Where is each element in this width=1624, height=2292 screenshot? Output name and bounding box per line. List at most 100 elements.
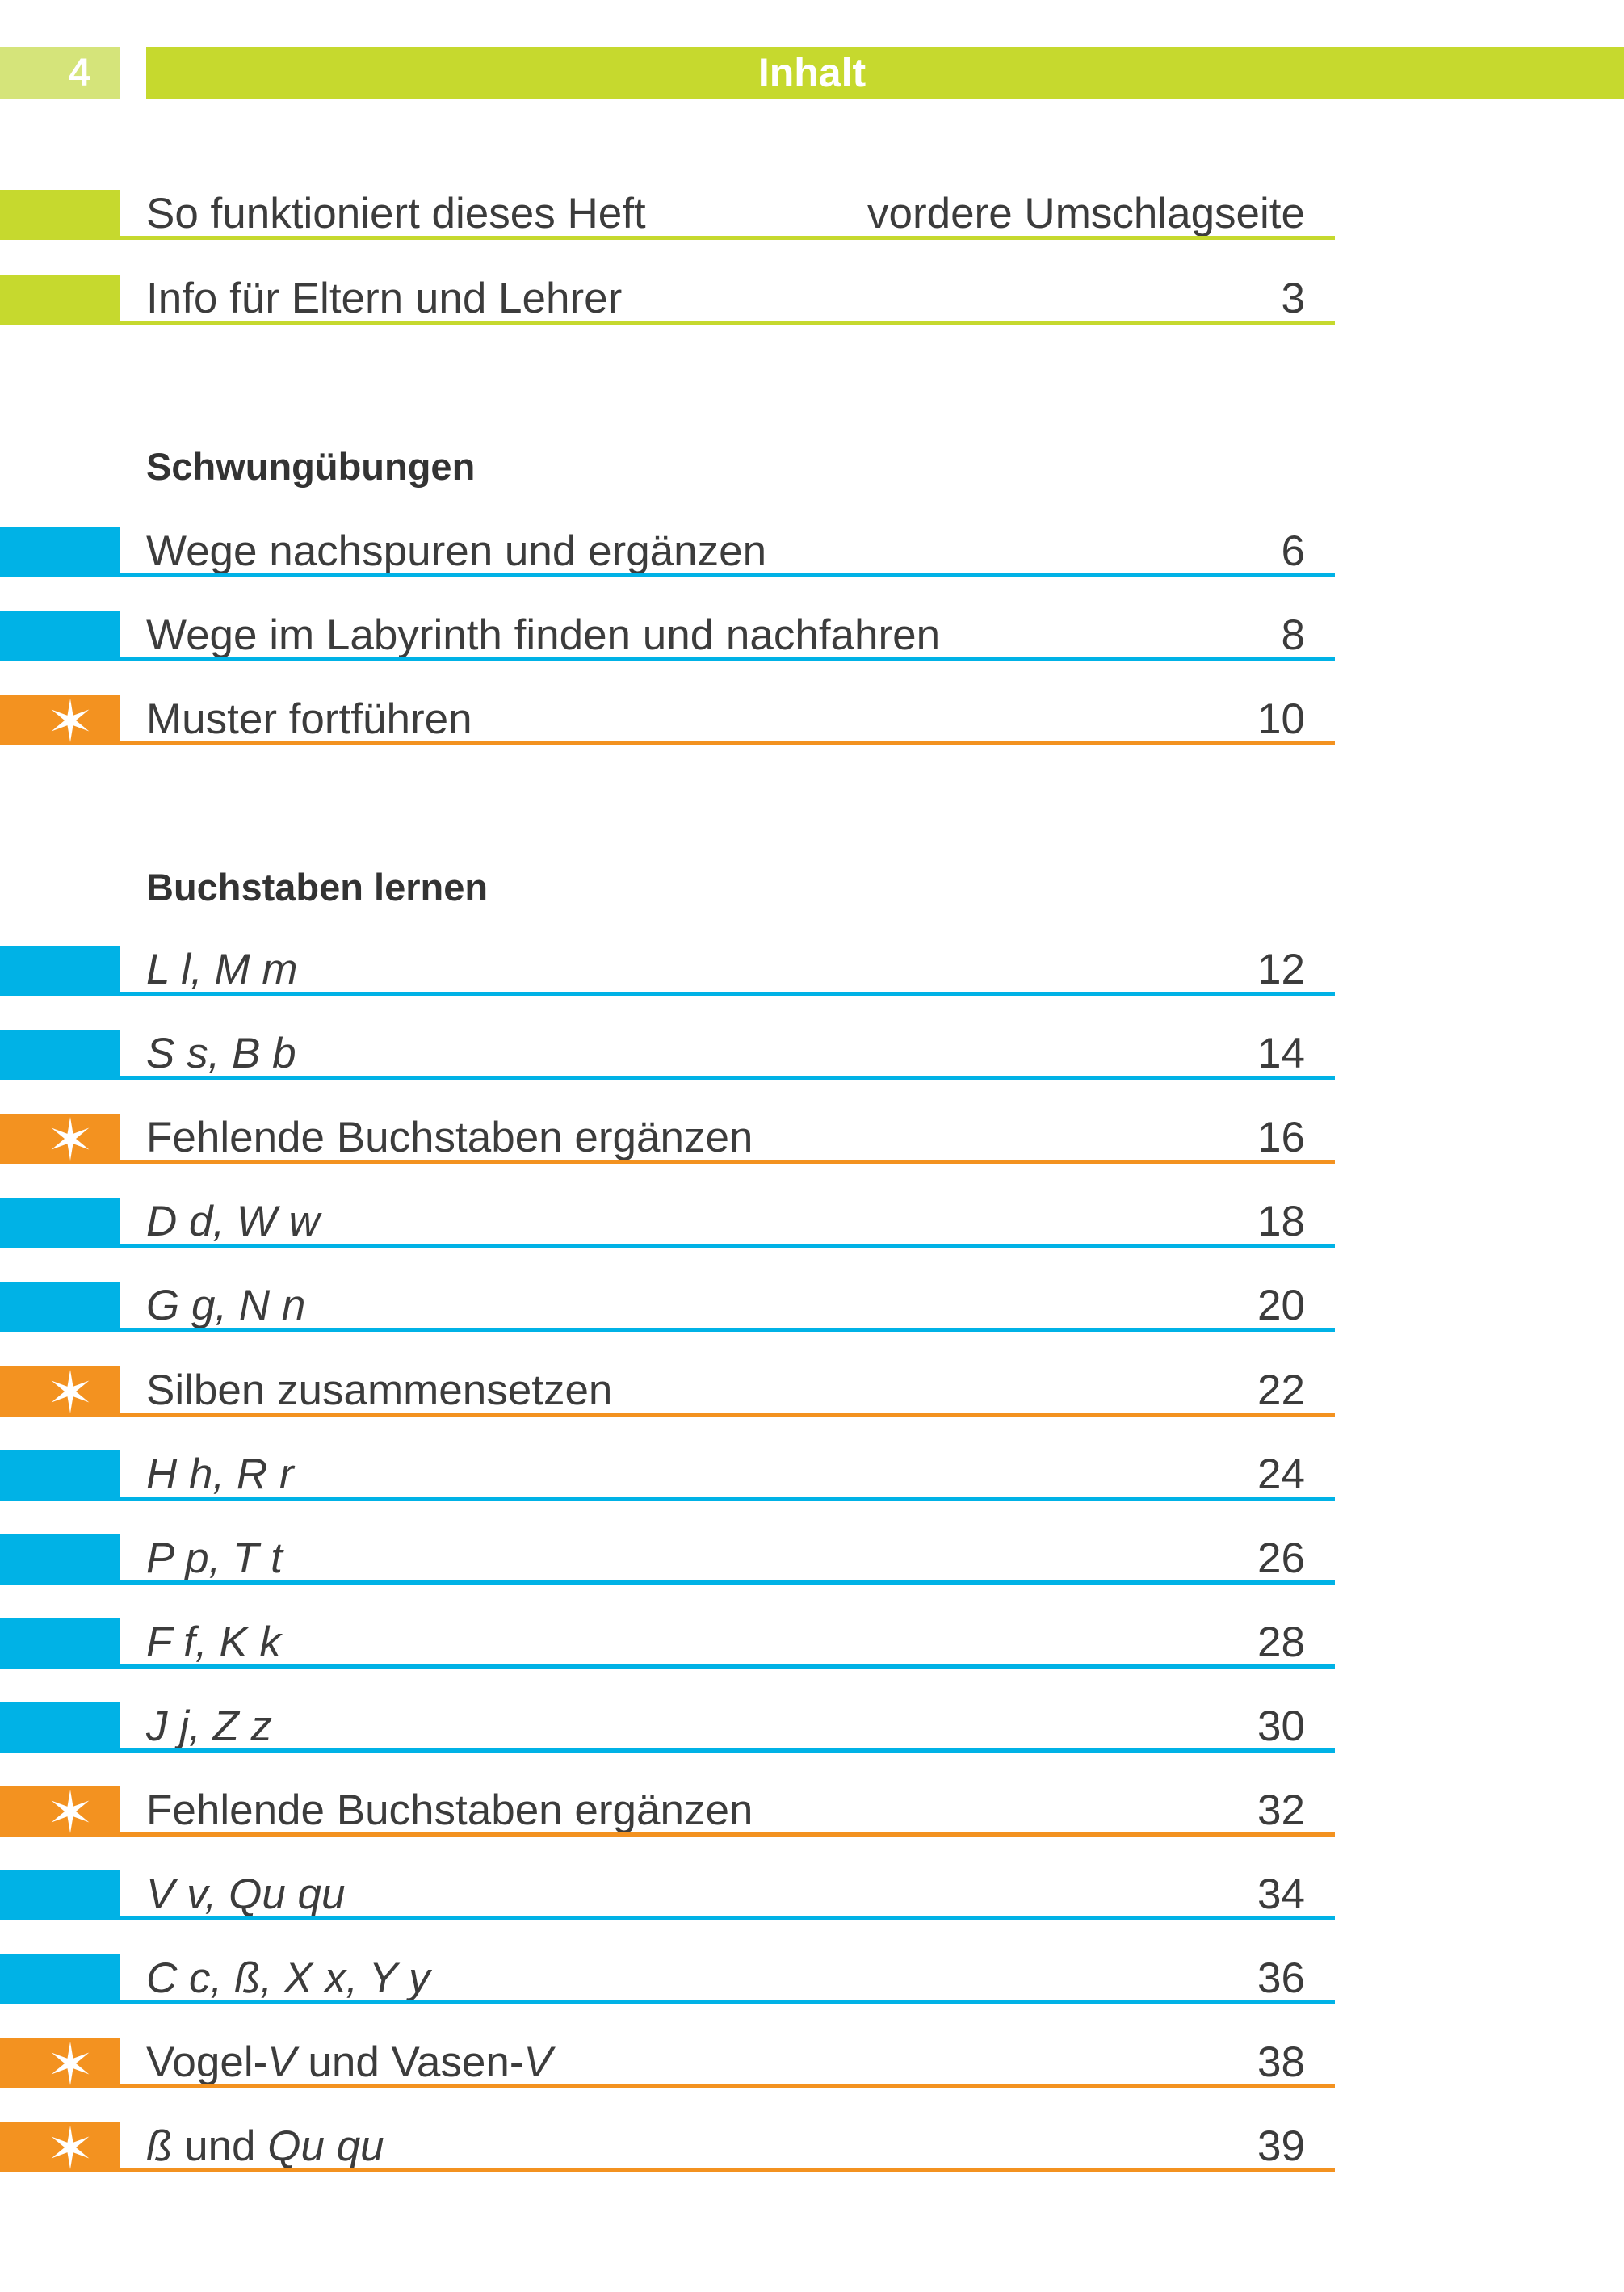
toc-entry-title: V v, Qu qu <box>146 1870 346 1918</box>
color-marker <box>0 275 120 325</box>
color-marker <box>0 1198 120 1248</box>
star-icon <box>51 1790 90 1833</box>
section-heading: Buchstaben lernen <box>146 866 489 909</box>
toc-entry-rule <box>120 573 1335 577</box>
title-part: und <box>172 2122 268 2170</box>
color-marker <box>0 1954 120 2004</box>
toc-entry: ß und Qu qu 39 <box>0 2122 1335 2172</box>
toc-entry-title: G g, N n <box>146 1282 306 1329</box>
toc-entry-page: 10 <box>1257 695 1305 743</box>
toc-entry-page: 32 <box>1257 1786 1305 1834</box>
title-part: V <box>267 2038 296 2086</box>
toc-entry-page: 6 <box>1281 527 1305 575</box>
toc-entry-page: 14 <box>1257 1030 1305 1077</box>
color-marker <box>0 1870 120 1920</box>
toc-entry-rule <box>120 2000 1335 2004</box>
toc-entry: So funktioniert dieses Heft vordere Umsc… <box>0 190 1335 240</box>
star-marker <box>0 1114 120 1164</box>
toc-entry-title: L l, M m <box>146 946 298 993</box>
page-title: Inhalt <box>757 50 867 95</box>
star-icon <box>51 2042 90 2085</box>
toc-entry-title: C c, ß, X x, Y y <box>146 1954 430 2002</box>
toc-entry-page: 8 <box>1281 611 1305 659</box>
toc-entry-title: So funktioniert dieses Heft <box>146 190 646 237</box>
toc-entry-rule <box>120 1832 1335 1837</box>
toc-entry: Wege nachspuren und ergänzen 6 <box>0 527 1335 577</box>
toc-entry: P p, T t 26 <box>0 1534 1335 1585</box>
toc-entry-title: Wege nachspuren und ergänzen <box>146 527 767 575</box>
toc-entry-rule <box>120 236 1335 240</box>
toc-entry-page: 36 <box>1257 1954 1305 2002</box>
title-part: ß <box>146 2122 173 2170</box>
star-icon <box>51 1370 90 1413</box>
toc-entry-title: Silben zusammensetzen <box>146 1366 613 1414</box>
toc-entry-rule <box>120 1328 1335 1332</box>
toc-entry-rule <box>120 321 1335 325</box>
toc-entry: C c, ß, X x, Y y 36 <box>0 1954 1335 2004</box>
color-marker <box>0 1450 120 1501</box>
header-bar <box>146 47 1624 99</box>
toc-entry-title: Info für Eltern und Lehrer <box>146 275 623 322</box>
toc-entry: L l, M m 12 <box>0 946 1335 996</box>
toc-entry: Silben zusammensetzen 22 <box>0 1366 1335 1417</box>
toc-entry-title: S s, B b <box>146 1030 296 1077</box>
star-marker <box>0 2122 120 2172</box>
toc-entry-rule <box>120 2168 1335 2172</box>
toc-entry-rule <box>120 1497 1335 1501</box>
toc-entry-title: Fehlende Buchstaben ergänzen <box>146 1786 753 1834</box>
title-part: Qu qu <box>267 2122 384 2170</box>
toc-entry-page: 30 <box>1257 1702 1305 1750</box>
color-marker <box>0 190 120 240</box>
toc-entry-rule <box>120 741 1335 745</box>
toc-entry: D d, W w 18 <box>0 1198 1335 1248</box>
toc-entry-rule <box>120 1160 1335 1164</box>
toc-entry-page: 34 <box>1257 1870 1305 1918</box>
toc-entry-page: 24 <box>1257 1450 1305 1498</box>
toc-entry-title: Vogel-V und Vasen-V <box>146 2038 552 2087</box>
toc-entry: F f, K k 28 <box>0 1618 1335 1669</box>
toc-entry-page: 20 <box>1257 1282 1305 1329</box>
toc-entry-rule <box>120 1413 1335 1417</box>
toc-entry-title: Wege im Labyrinth finden und nachfahren <box>146 611 941 659</box>
title-part: und Vasen- <box>296 2038 524 2086</box>
toc-entry-rule <box>120 992 1335 996</box>
toc-entry-page: 26 <box>1257 1534 1305 1582</box>
toc-entry: Wege im Labyrinth finden und nachfahren … <box>0 611 1335 661</box>
toc-entry-title: Fehlende Buchstaben ergänzen <box>146 1114 753 1161</box>
toc-entry-rule <box>120 1748 1335 1753</box>
toc-entry-title: J j, Z z <box>146 1702 273 1750</box>
star-marker <box>0 1786 120 1837</box>
star-marker <box>0 695 120 745</box>
color-marker <box>0 527 120 577</box>
toc-entry-rule <box>120 1076 1335 1080</box>
toc-entry: J j, Z z 30 <box>0 1702 1335 1753</box>
toc-entry-title: F f, K k <box>146 1618 281 1666</box>
toc-entry: V v, Qu qu 34 <box>0 1870 1335 1920</box>
toc-entry: H h, R r 24 <box>0 1450 1335 1501</box>
toc-entry-rule <box>120 1916 1335 1920</box>
star-icon <box>51 699 90 742</box>
color-marker <box>0 1702 120 1753</box>
toc-entry: Fehlende Buchstaben ergänzen 16 <box>0 1114 1335 1164</box>
title-part: Vogel- <box>146 2038 268 2086</box>
color-marker <box>0 1618 120 1669</box>
toc-entry: Info für Eltern und Lehrer 3 <box>0 275 1335 325</box>
toc-entry-page: 22 <box>1257 1366 1305 1414</box>
toc-entry-page: vordere Umschlagseite <box>867 190 1305 237</box>
toc-entry-title: D d, W w <box>146 1198 320 1245</box>
toc-entry-rule <box>120 1244 1335 1248</box>
toc-entry-title: H h, R r <box>146 1450 294 1498</box>
star-icon <box>51 2126 90 2169</box>
toc-entry-page: 39 <box>1257 2122 1305 2170</box>
color-marker <box>0 1030 120 1080</box>
star-icon <box>51 1117 90 1161</box>
page-number: 4 <box>0 47 120 99</box>
toc-entry: S s, B b 14 <box>0 1030 1335 1080</box>
color-marker <box>0 1282 120 1332</box>
section-heading: Schwungübungen <box>146 445 476 488</box>
color-marker <box>0 611 120 661</box>
toc-entry-title: ß und Qu qu <box>146 2122 384 2171</box>
color-marker <box>0 946 120 996</box>
toc-entry-page: 12 <box>1257 946 1305 993</box>
star-marker <box>0 1366 120 1417</box>
